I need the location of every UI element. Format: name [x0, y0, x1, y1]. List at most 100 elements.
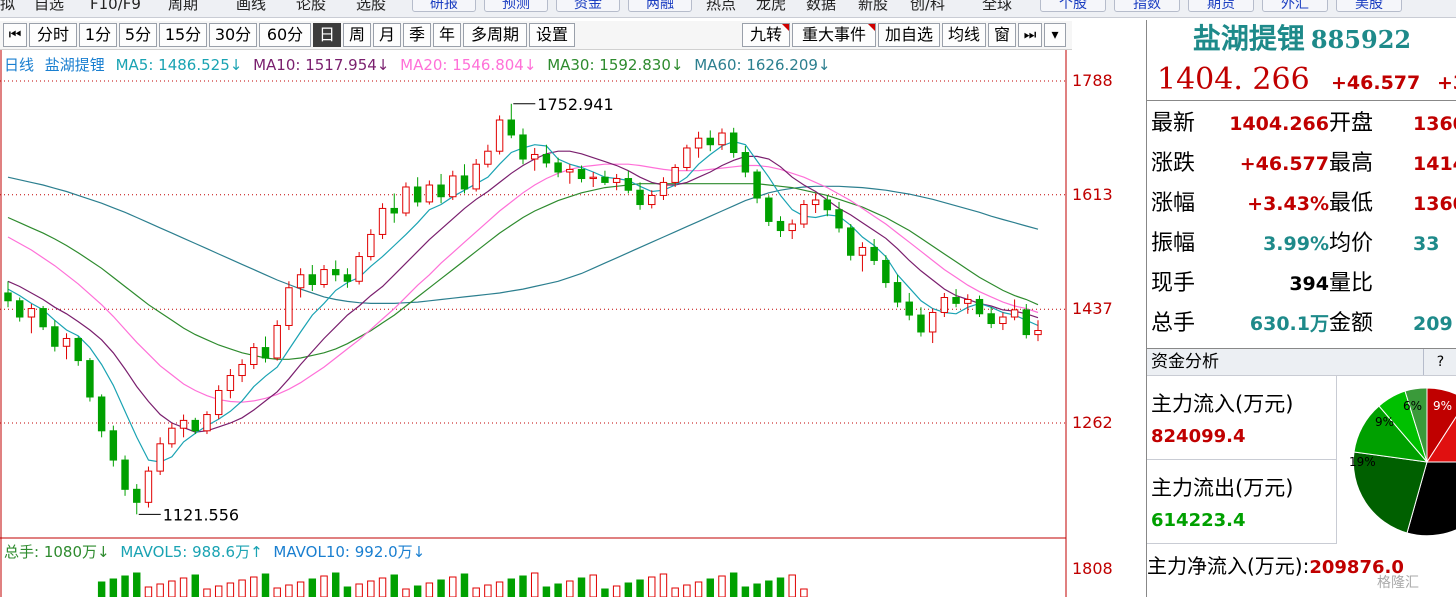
nine-turn-button[interactable]: 九转: [742, 23, 790, 47]
candle-body: [285, 287, 293, 326]
nav-item-f10[interactable]: F10/F9: [90, 0, 141, 13]
candles: [4, 103, 1042, 515]
volume-bar: [765, 580, 773, 597]
volume-bar: [519, 575, 527, 597]
jump-end-icon[interactable]: ⏭: [1018, 23, 1042, 47]
nav-item-dragon[interactable]: 龙虎: [756, 0, 787, 13]
nav-item-period[interactable]: 周期: [168, 0, 199, 13]
candle-body: [250, 347, 258, 365]
candle-body: [332, 269, 340, 276]
help-icon[interactable]: ?: [1423, 349, 1456, 375]
nav-item-ipo[interactable]: 新股: [858, 0, 889, 13]
window-button[interactable]: 窗: [988, 23, 1016, 47]
volume-bar: [367, 580, 375, 597]
main-outflow-box: 主力流出(万元) 614223.4: [1147, 460, 1337, 544]
stat-value: +3.43%: [1247, 193, 1329, 215]
fund-analysis-header[interactable]: 资金分析: [1147, 348, 1456, 376]
stat-row-change: 涨跌 +46.577 最高 1414: [1147, 144, 1456, 184]
volume-bar: [495, 581, 504, 597]
candle-body: [203, 414, 211, 432]
nav-button-forecast[interactable]: 预测: [484, 0, 548, 12]
divider: [1147, 100, 1456, 101]
nine-turn-label: 九转: [749, 25, 782, 44]
tab-monthly[interactable]: 月: [373, 23, 401, 47]
nav-item-data[interactable]: 数据: [806, 0, 837, 13]
ma5-value: MA5: 1486.525↓: [115, 56, 243, 74]
tab-intraday[interactable]: 分时: [29, 23, 77, 47]
stat-label: 现手: [1151, 271, 1196, 296]
nav-button-us-stocks[interactable]: 美股: [1336, 0, 1402, 12]
top-nav-bar: 拟 自选 F10/F9 周期 画线 论股 选股 研报 预测 资金 两融 热点 龙…: [0, 0, 1456, 18]
nav-item-draw[interactable]: 画线: [236, 0, 267, 13]
tab-quarterly[interactable]: 季: [403, 23, 431, 47]
nav-button-forex[interactable]: 外汇: [1262, 0, 1328, 12]
nav-button-stock[interactable]: 个股: [1040, 0, 1106, 12]
volume-bar: [168, 580, 176, 597]
nav-button-research[interactable]: 研报: [412, 0, 476, 12]
stat-value: 1360: [1413, 113, 1456, 135]
ma30-line: [7, 183, 1039, 360]
volume-bar: [97, 581, 106, 597]
tab-multi-period[interactable]: 多周期: [463, 23, 527, 47]
candle-body: [460, 175, 469, 190]
volume-bar: [214, 585, 223, 597]
nav-item-screener[interactable]: 选股: [356, 0, 387, 13]
tab-5min[interactable]: 5分: [119, 23, 157, 47]
volume-bar: [648, 576, 656, 597]
nav-button-margin[interactable]: 两融: [628, 0, 692, 12]
candle-body: [449, 175, 457, 198]
nav-button-futures[interactable]: 期货: [1188, 0, 1254, 12]
volume-bar: [718, 575, 726, 597]
low-label: 1121.556: [163, 505, 239, 524]
volume-bar: [179, 577, 188, 597]
candle-body: [226, 375, 235, 391]
volume-bar: [788, 574, 796, 597]
dropdown-arrow-icon[interactable]: ▾: [1044, 23, 1066, 47]
ma-lines-button[interactable]: 均线: [942, 23, 986, 47]
candle-body: [577, 168, 586, 180]
candle-body: [718, 132, 726, 146]
major-events-button[interactable]: 重大事件: [792, 23, 876, 47]
tab-60min[interactable]: 60分: [259, 23, 311, 47]
volume-bar: [332, 572, 340, 597]
nav-item-global[interactable]: 全球: [982, 0, 1013, 13]
nav-item-star[interactable]: 创/科: [910, 0, 946, 13]
stat-row-change-pct: 涨幅 +3.43% 最低 1360: [1147, 184, 1456, 224]
nav-item-watchlist[interactable]: 自选: [34, 0, 65, 13]
volume-bar: [472, 587, 480, 597]
net-inflow-label: 主力净流入(万元):: [1147, 554, 1310, 578]
volume-bars: [97, 572, 808, 597]
candle-body: [952, 297, 960, 304]
nav-button-index[interactable]: 指数: [1114, 0, 1180, 12]
ma-legend: 日线 盐湖提锂 MA5: 1486.525↓ MA10: 1517.954↓ M…: [4, 56, 837, 74]
settings-button[interactable]: 设置: [529, 23, 575, 47]
candle-body: [15, 300, 24, 318]
candle-body: [694, 137, 703, 149]
candle-body: [214, 389, 223, 416]
tab-weekly[interactable]: 周: [343, 23, 371, 47]
nav-button-funds[interactable]: 资金: [556, 0, 620, 12]
nav-item-hot[interactable]: 热点: [706, 0, 737, 13]
stat-label: 量比: [1329, 271, 1374, 296]
volume-bar: [776, 577, 785, 597]
nav-item-0[interactable]: 拟: [0, 0, 16, 13]
fund-pie-chart[interactable]: 9% 6% 9% 19%: [1341, 382, 1456, 546]
tab-30min[interactable]: 30分: [209, 23, 257, 47]
nav-item-discuss[interactable]: 论股: [296, 0, 327, 13]
candlestick-chart[interactable]: 1752.941 1121.556: [0, 50, 1146, 597]
volume-bar: [601, 588, 609, 597]
candle-body: [999, 316, 1007, 325]
tab-1min[interactable]: 1分: [79, 23, 117, 47]
tab-daily[interactable]: 日: [313, 23, 341, 47]
add-watchlist-button[interactable]: 加自选: [878, 23, 940, 47]
stat-label: 涨幅: [1151, 191, 1196, 216]
stat-row-amplitude: 振幅 3.99% 均价 33: [1147, 224, 1456, 264]
pie-label: 19%: [1349, 455, 1376, 469]
jump-start-icon[interactable]: ⏮: [3, 23, 27, 47]
pie-slice: [1352, 451, 1428, 534]
volume-bar: [296, 581, 305, 597]
tab-15min[interactable]: 15分: [159, 23, 207, 47]
candle-body: [800, 204, 808, 225]
tab-yearly[interactable]: 年: [433, 23, 461, 47]
stat-value: 33: [1413, 233, 1440, 255]
